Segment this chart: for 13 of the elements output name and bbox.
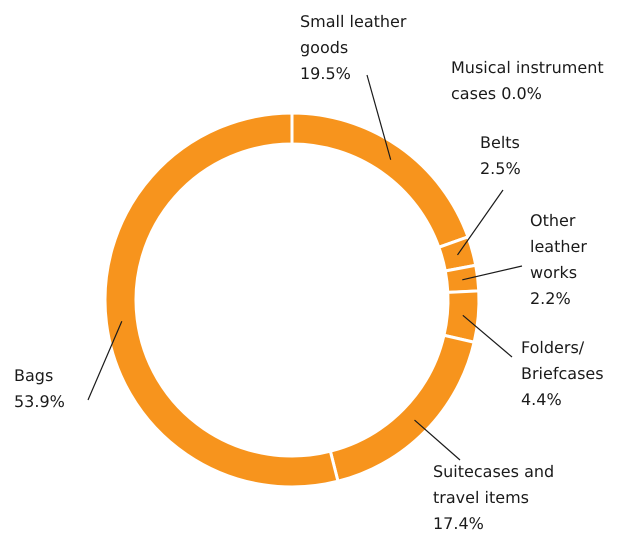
slice-label: Bags: [14, 366, 54, 385]
slice-label: Other leather works: [530, 211, 588, 282]
category-label: Musical instrument cases 0.0%: [451, 58, 604, 103]
data-label: 19.5%: [300, 64, 351, 83]
slice-label: Folders/Briefcases: [521, 338, 604, 383]
slice-label: Suitecases and travel items: [433, 462, 554, 507]
data-label: 17.4%: [433, 514, 484, 533]
slice-label: Small leather goods: [300, 12, 407, 57]
data-label: 53.9%: [14, 392, 65, 411]
slice-label: Belts: [480, 133, 520, 152]
data-label: 4.4%: [521, 390, 562, 409]
data-label: 2.2%: [530, 289, 571, 308]
data-label: 2.5%: [480, 159, 521, 178]
